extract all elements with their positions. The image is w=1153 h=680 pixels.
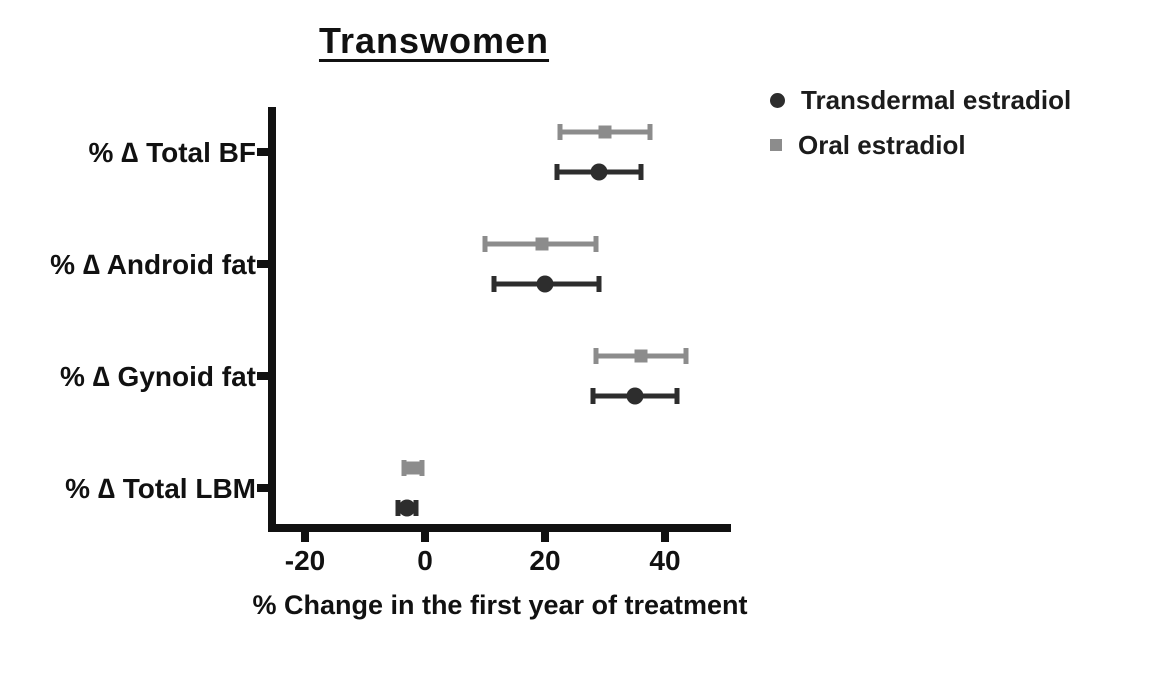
x-axis-tick <box>661 532 669 542</box>
x-axis-line <box>268 524 731 532</box>
y-axis-tick <box>257 484 268 492</box>
data-point-square <box>535 237 549 251</box>
legend: Transdermal estradiol Oral estradiol <box>770 87 1071 158</box>
data-point-circle <box>398 499 416 517</box>
category-label: % ∆ Total LBM <box>65 473 256 504</box>
category-label: % ∆ Total BF <box>89 137 257 168</box>
chart-title: Transwomen <box>318 20 550 61</box>
y-axis-tick <box>257 148 268 156</box>
y-axis-tick <box>257 372 268 380</box>
data-point-square <box>598 125 612 139</box>
data-point-circle <box>590 163 608 181</box>
legend-item-transdermal: Transdermal estradiol <box>770 87 1071 113</box>
data-point-circle <box>626 387 644 405</box>
category-label: % ∆ Gynoid fat <box>60 361 256 392</box>
x-axis-tick <box>421 532 429 542</box>
data-point-circle <box>536 275 554 293</box>
legend-marker-square-icon <box>770 139 782 151</box>
x-tick-label: 20 <box>529 545 560 576</box>
data-point-square <box>634 349 648 363</box>
data-point-square <box>406 461 420 475</box>
legend-item-oral: Oral estradiol <box>770 132 1071 158</box>
legend-label-transdermal: Transdermal estradiol <box>801 85 1072 115</box>
x-tick-label: 0 <box>417 545 433 576</box>
x-axis-tick <box>301 532 309 542</box>
x-tick-label: 40 <box>649 545 680 576</box>
x-tick-label: -20 <box>285 545 325 576</box>
category-label: % ∆ Android fat <box>50 249 256 280</box>
legend-marker-circle-icon <box>770 92 785 108</box>
y-axis-tick <box>257 260 268 268</box>
x-axis-tick <box>541 532 549 542</box>
x-axis-title: % Change in the first year of treatment <box>252 590 747 620</box>
y-axis-line <box>268 107 276 532</box>
legend-label-oral: Oral estradiol <box>798 130 966 160</box>
